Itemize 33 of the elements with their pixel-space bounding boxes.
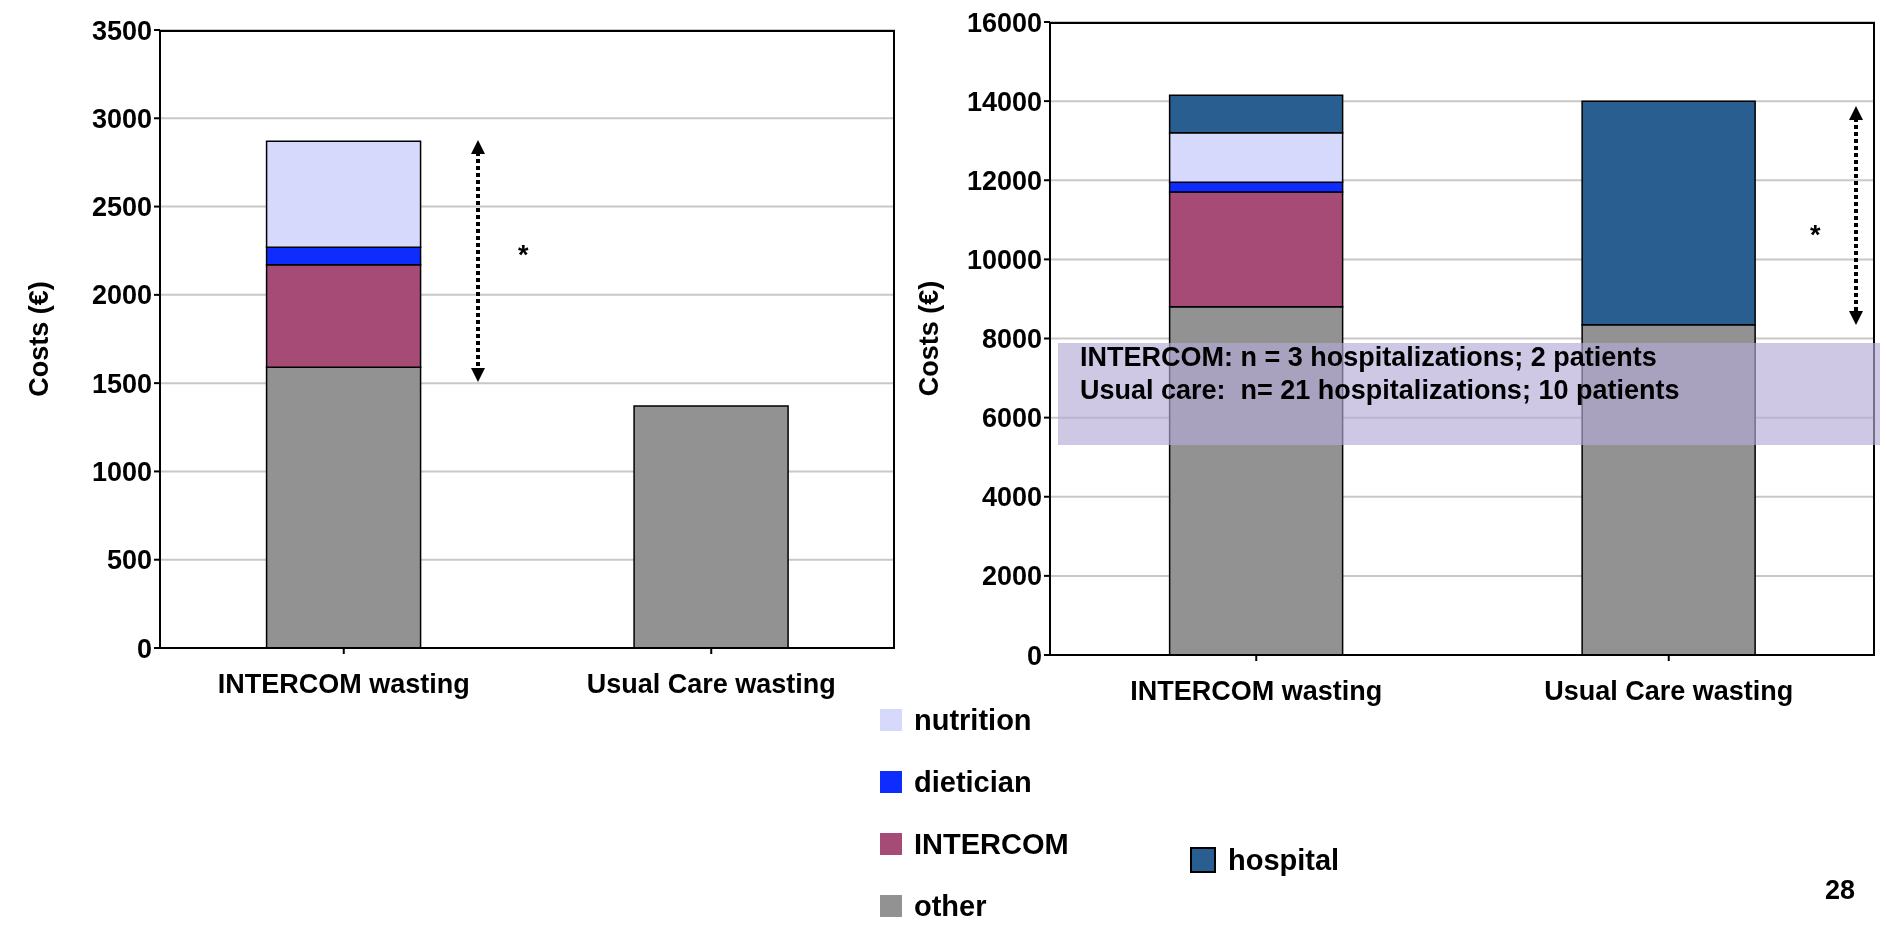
x-tick-label: INTERCOM wasting bbox=[1130, 676, 1383, 707]
y-tick-label: 12000 bbox=[966, 165, 1042, 196]
y-tick-label: 1500 bbox=[91, 368, 152, 399]
y-tick-label: 0 bbox=[1026, 640, 1042, 671]
y-tick-label: 2000 bbox=[981, 561, 1042, 592]
y-tick-label: 3500 bbox=[91, 15, 152, 46]
y-tick-label: 4000 bbox=[981, 482, 1042, 513]
y-tick-label: 16000 bbox=[966, 7, 1042, 38]
x-tick-label: Usual Care wasting bbox=[1544, 676, 1794, 707]
y-tick-label: 1000 bbox=[91, 457, 152, 488]
y-tick-label: 2500 bbox=[91, 192, 152, 223]
y-tick-label: 14000 bbox=[966, 86, 1042, 117]
x-tick-label: INTERCOM wasting bbox=[217, 669, 470, 700]
y-tick-label: 3000 bbox=[91, 103, 152, 134]
text: 28 bbox=[1825, 875, 1856, 906]
y-tick-label: 500 bbox=[106, 545, 152, 576]
annotation: * bbox=[1810, 220, 1821, 251]
y-tick-label: 6000 bbox=[981, 403, 1042, 434]
legend-label: nutrition bbox=[914, 703, 1032, 737]
annotation: INTERCOM: n = 3 hospitalizations; 2 patients Usual care: n= 21 hospitalizations; 10 patients bbox=[1080, 341, 1680, 407]
y-tick-label: 10000 bbox=[966, 244, 1042, 275]
legend-label: INTERCOM bbox=[914, 827, 1069, 861]
x-tick-label: Usual Care wasting bbox=[586, 669, 836, 700]
y-tick-label: 8000 bbox=[981, 324, 1042, 355]
legend-label: dietician bbox=[914, 765, 1032, 799]
legend-label: other bbox=[914, 889, 987, 923]
y-tick-label: 2000 bbox=[91, 280, 152, 311]
text-box: INTERCOM: n = 3 hospitalizations; 2 patients Usual care: n= 21 hospitalizations; 10 patients bbox=[1058, 343, 1880, 445]
y-tick-label: 0 bbox=[136, 633, 152, 664]
legend-label: hospital bbox=[1228, 843, 1340, 877]
y-axis-title: Costs (€) bbox=[23, 281, 54, 397]
annotation: * bbox=[518, 240, 529, 271]
y-axis-title: Costs (€) bbox=[913, 280, 944, 397]
